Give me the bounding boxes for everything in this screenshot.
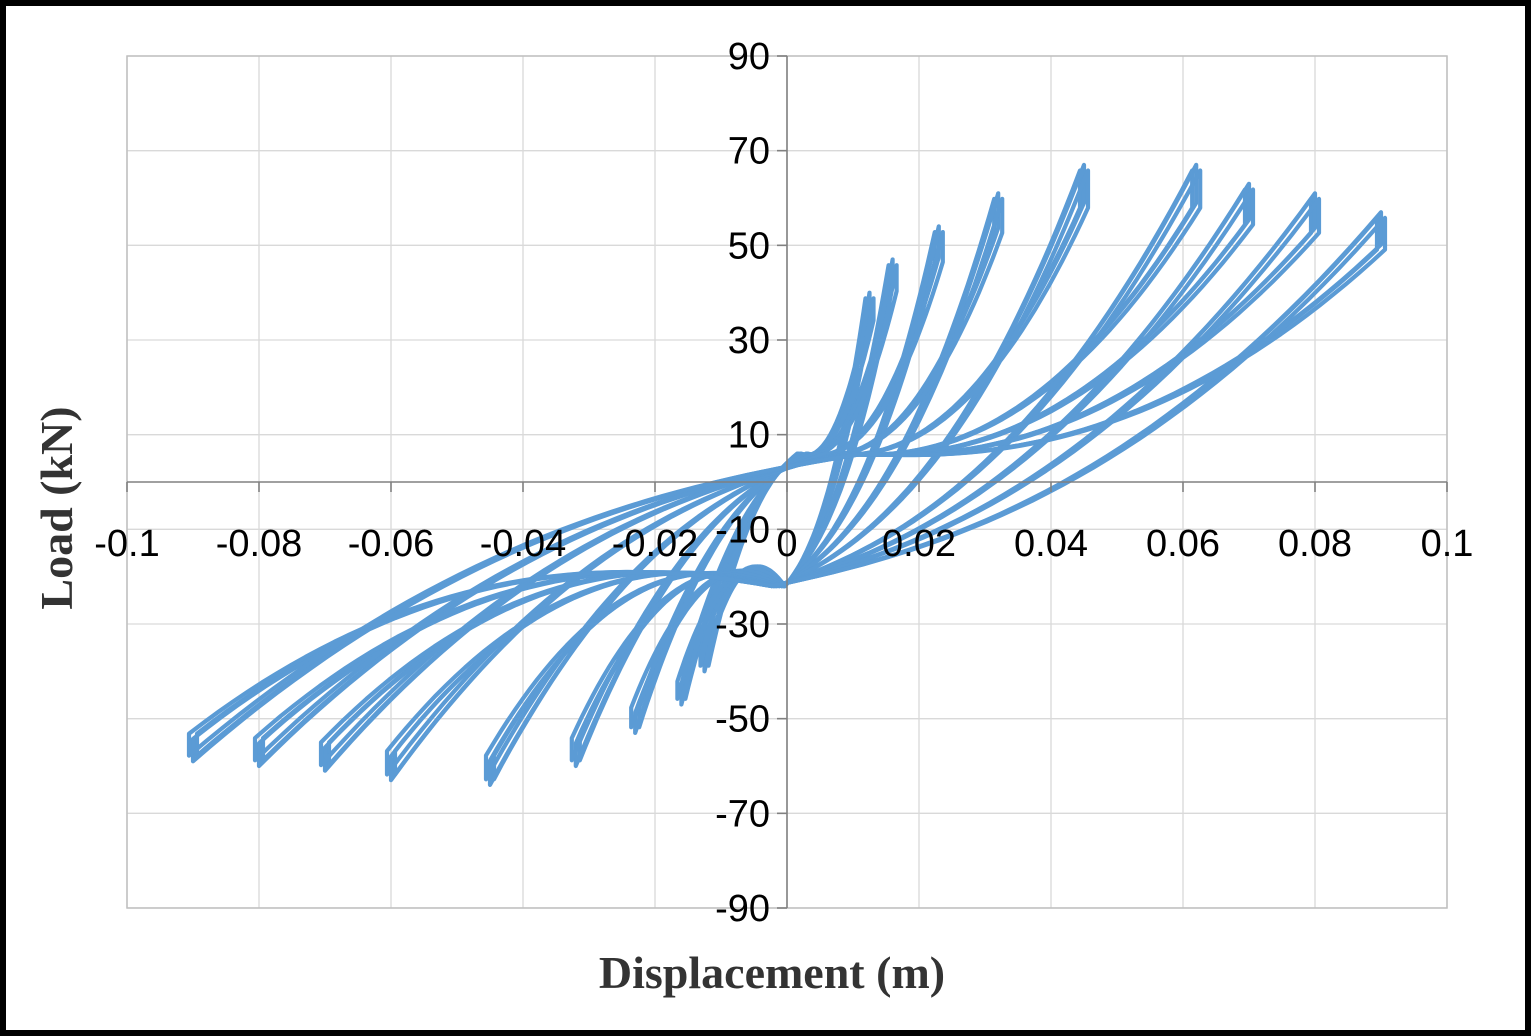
y-tick-label: 50 [728, 225, 770, 267]
y-tick-labels: 90 70 50 30 10 -10 -30 -50 -70 -90 [715, 36, 770, 930]
hysteresis-loop [186, 215, 1388, 758]
y-tick-label: -70 [715, 793, 770, 835]
hysteresis-loop [675, 263, 899, 701]
x-tick-label: -0.08 [216, 523, 303, 565]
x-tick-label: 0.04 [1014, 523, 1088, 565]
hysteresis-loop [388, 162, 1199, 783]
x-tick-label: -0.1 [94, 523, 159, 565]
x-tick-label: -0.02 [612, 523, 699, 565]
hysteresis-loops [186, 162, 1388, 787]
x-tick-label: 0.02 [882, 523, 956, 565]
y-tick-label: 90 [728, 36, 770, 78]
x-tick-label: 0.08 [1278, 523, 1352, 565]
x-axis-title: Displacement (m) [599, 947, 945, 998]
y-tick-label: -50 [715, 699, 770, 741]
x-tick-label: 0.06 [1146, 523, 1220, 565]
axes [126, 55, 1448, 909]
hysteresis-loop [629, 230, 945, 730]
y-tick-label: 70 [728, 131, 770, 173]
hysteresis-loop [569, 196, 1005, 763]
x-tick-label: -0.04 [480, 523, 567, 565]
y-tick-label: -10 [715, 509, 770, 551]
hysteresis-loop [483, 168, 1091, 782]
y-axis-title: Load (kN) [31, 406, 82, 609]
y-tick-label: -30 [715, 604, 770, 646]
x-tick-labels: -0.1 -0.08 -0.06 -0.04 -0.02 0 0.02 0.04 0.06 0.0… [94, 523, 1473, 565]
x-tick-label: 0 [776, 523, 797, 565]
x-tick-label: 0.1 [1421, 523, 1474, 565]
y-tick-label: -90 [715, 888, 770, 930]
hysteresis-loop [392, 168, 1195, 777]
x-tick-label: -0.06 [348, 523, 435, 565]
y-tick-label: 30 [728, 320, 770, 362]
y-tick-label: 10 [728, 415, 770, 457]
